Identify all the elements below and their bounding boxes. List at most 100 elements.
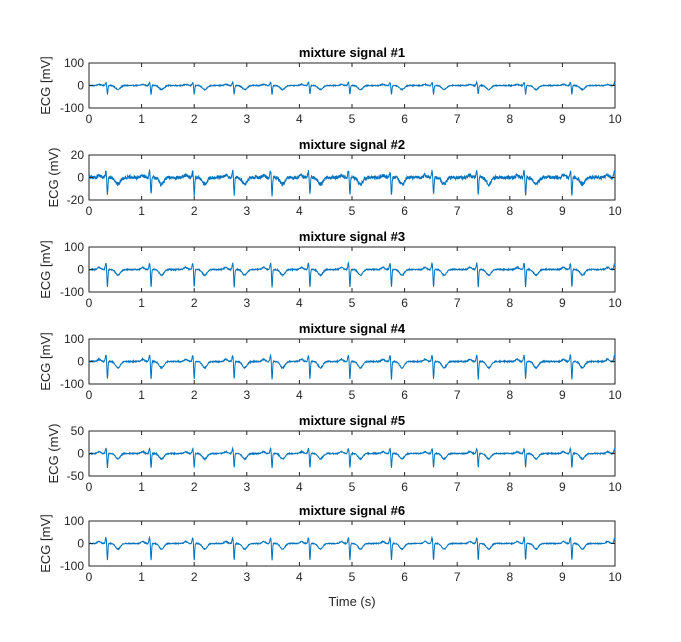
signal-line <box>88 446 616 469</box>
y-tick-label: 0 <box>77 79 84 93</box>
x-tick-label: 6 <box>401 388 408 402</box>
subplot-title: mixture signal #3 <box>299 229 405 244</box>
x-tick-label: 3 <box>243 112 250 126</box>
x-tick-label: 7 <box>454 296 461 310</box>
y-tick-label: 0 <box>77 537 84 551</box>
x-tick-label: 4 <box>296 296 303 310</box>
x-tick-label: 5 <box>349 204 356 218</box>
x-tick-label: 8 <box>506 296 513 310</box>
x-tick-label: 9 <box>559 388 566 402</box>
x-tick-label: 10 <box>608 570 622 584</box>
x-tick-label: 2 <box>191 296 198 310</box>
y-tick-label: 100 <box>64 514 84 528</box>
signal-line <box>88 353 616 380</box>
x-tick-label: 0 <box>86 388 93 402</box>
y-tick-label: 0 <box>77 263 84 277</box>
x-tick-label: 2 <box>191 204 198 218</box>
subplot-title: mixture signal #1 <box>299 45 405 60</box>
x-tick-label: 0 <box>86 204 93 218</box>
y-axis-label: ECG [mV] <box>38 56 53 115</box>
x-tick-label: 0 <box>86 570 93 584</box>
x-tick-label: 10 <box>608 112 622 126</box>
x-tick-label: 4 <box>296 570 303 584</box>
x-tick-label: 3 <box>243 296 250 310</box>
subplot-title: mixture signal #4 <box>299 321 406 336</box>
y-tick-label: -100 <box>60 285 84 299</box>
x-tick-label: 9 <box>559 570 566 584</box>
x-tick-label: 5 <box>349 480 356 494</box>
x-tick-label: 7 <box>454 388 461 402</box>
y-tick-label: -100 <box>60 559 84 573</box>
x-tick-label: 4 <box>296 388 303 402</box>
x-tick-label: 2 <box>191 112 198 126</box>
subplot-title: mixture signal #2 <box>299 137 405 152</box>
y-tick-label: 0 <box>77 355 84 369</box>
x-tick-label: 1 <box>138 112 145 126</box>
signal-line <box>88 535 616 561</box>
x-tick-label: 6 <box>401 112 408 126</box>
x-tick-label: 1 <box>138 570 145 584</box>
x-tick-label: 8 <box>506 388 513 402</box>
x-tick-label: 9 <box>559 204 566 218</box>
x-tick-label: 5 <box>349 112 356 126</box>
y-tick-label: -50 <box>67 469 85 483</box>
x-tick-label: 6 <box>401 480 408 494</box>
x-tick-label: 7 <box>454 570 461 584</box>
y-tick-label: 100 <box>64 332 84 346</box>
x-tick-label: 1 <box>138 204 145 218</box>
figure-xlabel: Time (s) <box>328 594 375 609</box>
x-tick-label: 10 <box>608 480 622 494</box>
y-tick-label: 20 <box>71 148 85 162</box>
x-tick-label: 7 <box>454 480 461 494</box>
x-tick-label: 10 <box>608 388 622 402</box>
x-tick-label: 3 <box>243 204 250 218</box>
x-tick-label: 8 <box>506 480 513 494</box>
x-tick-label: 0 <box>86 296 93 310</box>
y-axis-label: ECG [mV] <box>38 332 53 391</box>
x-tick-label: 8 <box>506 112 513 126</box>
signal-line <box>88 80 616 96</box>
y-tick-label: 100 <box>64 240 84 254</box>
x-tick-label: 9 <box>559 112 566 126</box>
x-tick-label: 4 <box>296 204 303 218</box>
x-tick-label: 3 <box>243 388 250 402</box>
x-tick-label: 2 <box>191 570 198 584</box>
subplot-title: mixture signal #5 <box>299 413 405 428</box>
x-tick-label: 7 <box>454 204 461 218</box>
y-tick-label: -100 <box>60 101 84 115</box>
y-tick-label: 100 <box>64 56 84 70</box>
signal-line <box>88 260 616 288</box>
x-tick-label: 5 <box>349 570 356 584</box>
x-tick-label: 5 <box>349 388 356 402</box>
y-axis-label: ECG [mV] <box>38 240 53 299</box>
x-tick-label: 6 <box>401 296 408 310</box>
y-tick-label: 0 <box>77 447 84 461</box>
x-tick-label: 9 <box>559 480 566 494</box>
y-tick-label: -20 <box>67 193 85 207</box>
y-tick-label: -100 <box>60 377 84 391</box>
y-tick-label: 0 <box>77 171 84 185</box>
x-tick-label: 1 <box>138 480 145 494</box>
x-tick-label: 8 <box>506 204 513 218</box>
x-tick-label: 4 <box>296 112 303 126</box>
x-tick-label: 5 <box>349 296 356 310</box>
x-tick-label: 9 <box>559 296 566 310</box>
y-axis-label: ECG (mV) <box>46 148 61 208</box>
x-tick-label: 2 <box>191 480 198 494</box>
y-tick-label: 50 <box>71 424 85 438</box>
x-tick-label: 3 <box>243 480 250 494</box>
x-tick-label: 6 <box>401 204 408 218</box>
y-axis-label: ECG [mV] <box>38 514 53 573</box>
x-tick-label: 4 <box>296 480 303 494</box>
x-tick-label: 1 <box>138 388 145 402</box>
x-tick-label: 10 <box>608 204 622 218</box>
signal-line <box>88 168 616 197</box>
x-tick-label: 1 <box>138 296 145 310</box>
x-tick-label: 2 <box>191 388 198 402</box>
